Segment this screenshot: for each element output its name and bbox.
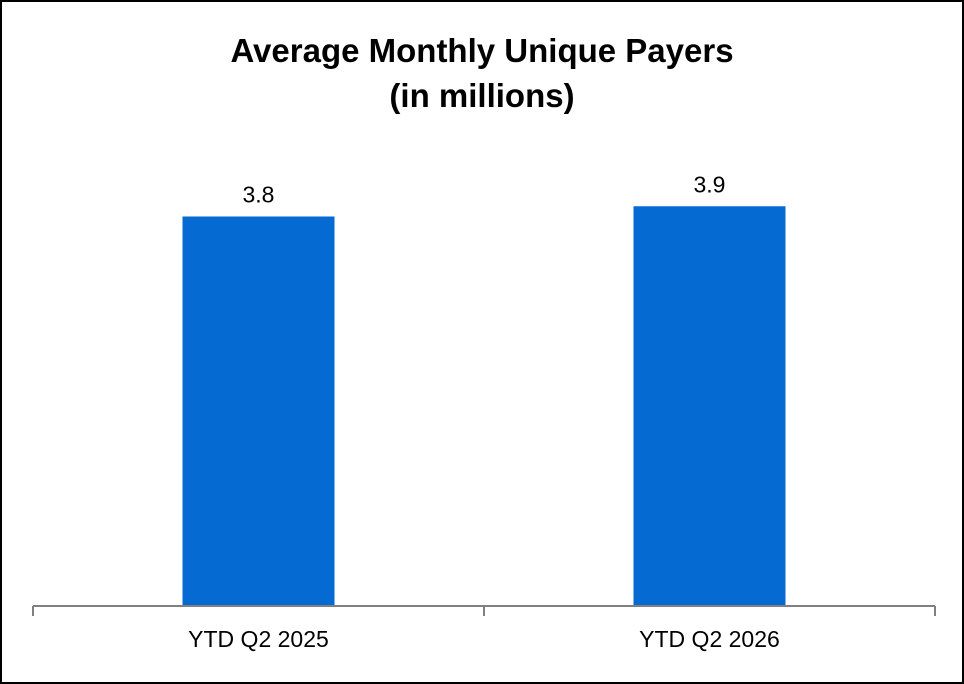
chart-title-line-2: (in millions) — [389, 77, 575, 114]
x-tick-label-2: YTD Q2 2026 — [639, 626, 780, 652]
data-label-1: 3.8 — [243, 182, 275, 208]
bar-2 — [633, 206, 786, 606]
data-label-2: 3.9 — [694, 171, 726, 197]
chart-title-line-1: Average Monthly Unique Payers — [230, 32, 734, 69]
chart-title: Average Monthly Unique Payers (in millio… — [2, 28, 962, 118]
x-tick-label-1: YTD Q2 2025 — [188, 626, 329, 652]
bar-1 — [182, 216, 335, 606]
